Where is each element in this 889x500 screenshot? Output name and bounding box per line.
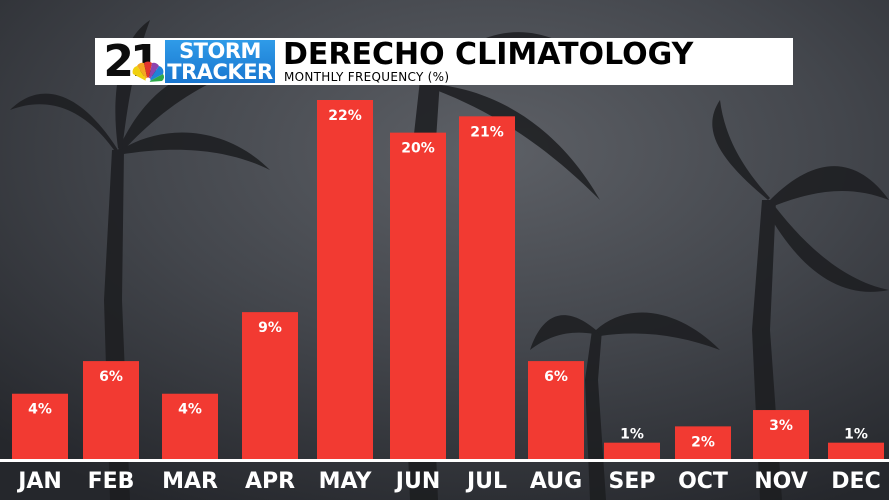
bar-jan bbox=[12, 393, 68, 459]
x-tick-label-jan: JAN bbox=[16, 469, 62, 494]
data-label-nov: 3% bbox=[769, 418, 793, 434]
data-label-jul: 21% bbox=[470, 124, 504, 140]
x-tick-label-jun: JUN bbox=[394, 469, 440, 494]
bar-apr bbox=[242, 312, 298, 459]
data-label-dec: 1% bbox=[844, 427, 868, 443]
logo-line-tracker: TRACKER bbox=[167, 60, 273, 84]
bar-may bbox=[317, 100, 373, 459]
bar-sep bbox=[604, 442, 660, 459]
bar-jul bbox=[459, 116, 515, 460]
chart-title: DERECHO CLIMATOLOGY bbox=[283, 37, 694, 72]
data-label-sep: 1% bbox=[620, 427, 644, 443]
data-label-may: 22% bbox=[328, 108, 362, 124]
data-label-feb: 6% bbox=[99, 369, 123, 385]
data-label-mar: 4% bbox=[178, 402, 202, 418]
bar-feb bbox=[83, 361, 139, 459]
bar-jun bbox=[390, 132, 446, 460]
station-logo: 21 STORM TRACKER bbox=[95, 38, 277, 85]
x-tick-label-may: MAY bbox=[319, 469, 373, 494]
x-tick-label-feb: FEB bbox=[88, 469, 135, 494]
x-tick-label-sep: SEP bbox=[609, 469, 656, 494]
x-tick-label-apr: APR bbox=[245, 469, 295, 494]
data-label-aug: 6% bbox=[544, 369, 568, 385]
bar-dec bbox=[828, 442, 884, 459]
nbc-peacock-icon bbox=[132, 61, 164, 83]
data-label-oct: 2% bbox=[691, 434, 715, 450]
bar-mar bbox=[162, 393, 218, 459]
data-label-apr: 9% bbox=[258, 320, 282, 336]
data-label-jan: 4% bbox=[28, 402, 52, 418]
x-tick-label-jul: JUL bbox=[465, 469, 507, 494]
bar-nov bbox=[753, 410, 809, 459]
data-label-jun: 20% bbox=[401, 141, 435, 157]
x-tick-label-nov: NOV bbox=[754, 469, 808, 494]
bar-aug bbox=[528, 361, 584, 459]
x-tick-label-oct: OCT bbox=[678, 469, 728, 494]
x-tick-label-mar: MAR bbox=[162, 469, 218, 494]
chart-header-banner: 21 STORM TRACKER DERECHO CLIMATOLOGY MON… bbox=[95, 38, 793, 85]
x-axis-baseline bbox=[0, 459, 889, 462]
bar-oct bbox=[675, 426, 731, 459]
chart-subtitle: MONTHLY FREQUENCY (%) bbox=[284, 70, 450, 84]
storm-tracker-badge: STORM TRACKER bbox=[165, 40, 275, 83]
x-tick-label-aug: AUG bbox=[530, 469, 582, 494]
x-tick-label-dec: DEC bbox=[831, 469, 880, 494]
logo-line-storm: STORM bbox=[179, 39, 261, 63]
